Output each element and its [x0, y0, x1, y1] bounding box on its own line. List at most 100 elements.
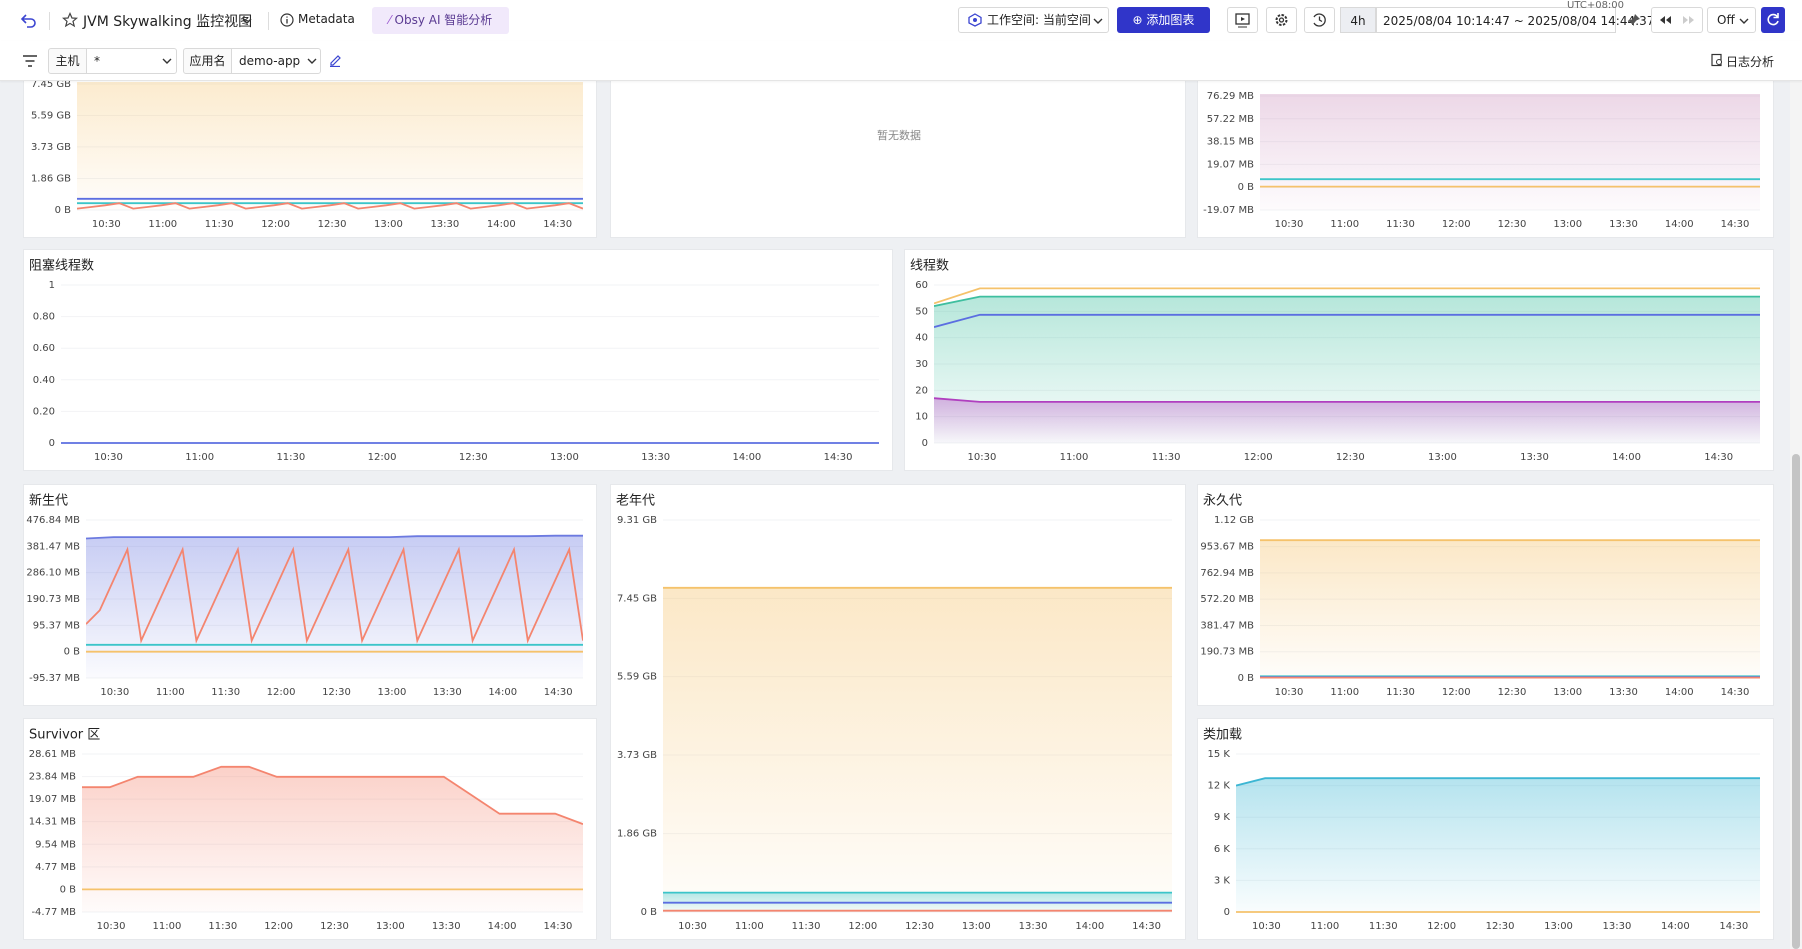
chart: 暂无数据 — [877, 128, 921, 142]
x-tick-label: 11:30 — [1386, 687, 1415, 698]
scrollbar-track — [1790, 80, 1802, 949]
panel: Survivor 区 -4.77 MB 0 B 4.77 MB 9.54 MB 14.31… — [23, 718, 597, 940]
series-area — [82, 766, 583, 912]
series-line — [934, 397, 1760, 403]
x-tick-label: 12:00 — [267, 687, 296, 698]
filter-icon[interactable] — [21, 53, 39, 69]
y-tick-label: 0.20 — [33, 406, 55, 417]
panel-title: 新生代 — [29, 493, 68, 509]
x-tick-label: 11:30 — [1152, 452, 1181, 463]
x-tick-label: 12:30 — [1486, 921, 1515, 932]
history-button[interactable] — [1304, 7, 1335, 33]
x-tick-label: 11:30 — [1386, 219, 1415, 230]
y-tick-label: 20 — [915, 385, 928, 396]
x-tick-label: 14:00 — [1612, 452, 1641, 463]
refresh-label: Off — [1717, 13, 1735, 27]
areas — [86, 535, 583, 678]
divider — [268, 12, 269, 30]
step-buttons[interactable] — [1651, 7, 1703, 33]
chart: 0 B 1.86 GB 3.73 GB 5.59 GB 7.45 GB 10:30 11:0… — [31, 79, 583, 230]
areas — [1260, 540, 1760, 678]
x-tick-label: 11:00 — [1060, 452, 1089, 463]
y-tick-label: 7.45 GB — [31, 79, 71, 90]
y-tick-label: 190.73 MB — [26, 594, 80, 605]
series-area — [1236, 778, 1760, 912]
x-tick-label: 10:30 — [100, 687, 129, 698]
panel: 新生代 -95.37 MB 0 B 95.37 MB 190.73 MB 286.10 M… — [23, 484, 597, 706]
panel: 永久代 0 B 190.73 MB 381.47 MB 572.20 MB 762.94 … — [1197, 484, 1774, 706]
log-analysis[interactable]: 日志分析 — [1726, 55, 1775, 69]
caret — [162, 58, 172, 64]
y-tick-label: 76.29 MB — [1207, 91, 1254, 102]
y-tick-label: 19.07 MB — [29, 794, 76, 805]
history-icon — [1313, 13, 1326, 27]
x-tick-label: 12:00 — [1427, 921, 1456, 932]
series-line — [77, 202, 583, 210]
x-tick-label: 12:00 — [1442, 687, 1471, 698]
x-tick-label: 12:00 — [264, 921, 293, 932]
y-tick-label: 0.60 — [33, 343, 55, 354]
scrollbar-thumb[interactable] — [1792, 454, 1800, 949]
refresh-select[interactable]: Off — [1707, 7, 1756, 33]
host-label: 主机 — [48, 48, 87, 74]
x-tick-label: 10:30 — [94, 452, 123, 463]
areas — [77, 82, 583, 210]
series-area — [934, 398, 1760, 443]
chart: 老年代 0 B 1.86 GB 3.73 GB 5.59 GB 7.45 GB 9.31 G… — [616, 494, 1172, 932]
y-tick-label: 0 — [49, 438, 55, 449]
x-tick-label: 11:00 — [156, 687, 185, 698]
refresh-button[interactable] — [1761, 7, 1785, 33]
x-tick-label: 13:00 — [962, 921, 991, 932]
back-icon[interactable] — [20, 11, 38, 29]
add-chart-label: 添加图表 — [1146, 13, 1195, 27]
x-tick-label: 14:30 — [543, 219, 572, 230]
host-value: * — [94, 54, 100, 68]
host-select[interactable]: * — [86, 48, 177, 74]
x-tick-label: 12:00 — [368, 452, 397, 463]
metadata-link[interactable]: Metadata — [298, 12, 355, 26]
x-tick-label: 11:30 — [211, 687, 240, 698]
x-tick-label: 13:00 — [1553, 219, 1582, 230]
x-tick-label: 13:00 — [1544, 921, 1573, 932]
app-select[interactable]: demo-app — [231, 48, 321, 74]
caret[interactable] — [241, 15, 253, 27]
x-tick-label: 12:00 — [848, 921, 877, 932]
time-range[interactable]: 2025/08/04 10:14:47 ~ 2025/08/04 14:44:3… — [1376, 7, 1654, 33]
x-tick-label: 14:30 — [544, 687, 573, 698]
caret — [307, 58, 317, 64]
add-chart-button[interactable]: ⊕ 添加图表 — [1117, 7, 1210, 33]
lines — [1236, 777, 1760, 913]
x-tick-label: 13:30 — [1019, 921, 1048, 932]
y-tick-label: 5.59 GB — [31, 110, 71, 121]
dashboard-title[interactable]: JVM Skywalking 监控视图 — [83, 14, 253, 30]
x-tick-label: 13:00 — [550, 452, 579, 463]
y-tick-label: 6 K — [1214, 844, 1231, 855]
panel-title: 线程数 — [910, 259, 949, 274]
chart: 新生代 -95.37 MB 0 B 95.37 MB 190.73 MB 286.10 M… — [26, 493, 583, 698]
x-tick-label: 13:30 — [430, 219, 459, 230]
x-tick-label: 14:00 — [1075, 921, 1104, 932]
series-line — [86, 546, 583, 644]
x-tick-label: 12:00 — [261, 219, 290, 230]
present-button[interactable] — [1227, 7, 1258, 33]
areas — [934, 296, 1760, 443]
x-tick-label: 12:00 — [1442, 219, 1471, 230]
divider — [49, 12, 50, 30]
settings-button[interactable] — [1266, 7, 1297, 33]
star-icon[interactable] — [62, 12, 78, 28]
x-tick-label: 13:30 — [433, 687, 462, 698]
y-tick-label: 1.12 GB — [1214, 515, 1254, 526]
y-tick-label: 1.86 GB — [617, 829, 657, 840]
edit-icon[interactable] — [328, 53, 342, 67]
x-tick-label: 12:30 — [322, 687, 351, 698]
y-tick-label: 3.73 GB — [617, 750, 657, 761]
ai-button[interactable]: ⁄ Obsy AI 智能分析 — [372, 7, 509, 34]
range-short[interactable]: 4h — [1340, 7, 1376, 33]
x-tick-label: 11:00 — [735, 921, 764, 932]
x-tick-label: 14:00 — [1665, 219, 1694, 230]
pin-icon[interactable] — [1626, 12, 1642, 28]
workspace-select[interactable]: 工作空间: 当前空间 — [958, 7, 1109, 33]
areas — [663, 587, 1172, 912]
series-line — [934, 287, 1760, 305]
caret — [1093, 18, 1103, 24]
